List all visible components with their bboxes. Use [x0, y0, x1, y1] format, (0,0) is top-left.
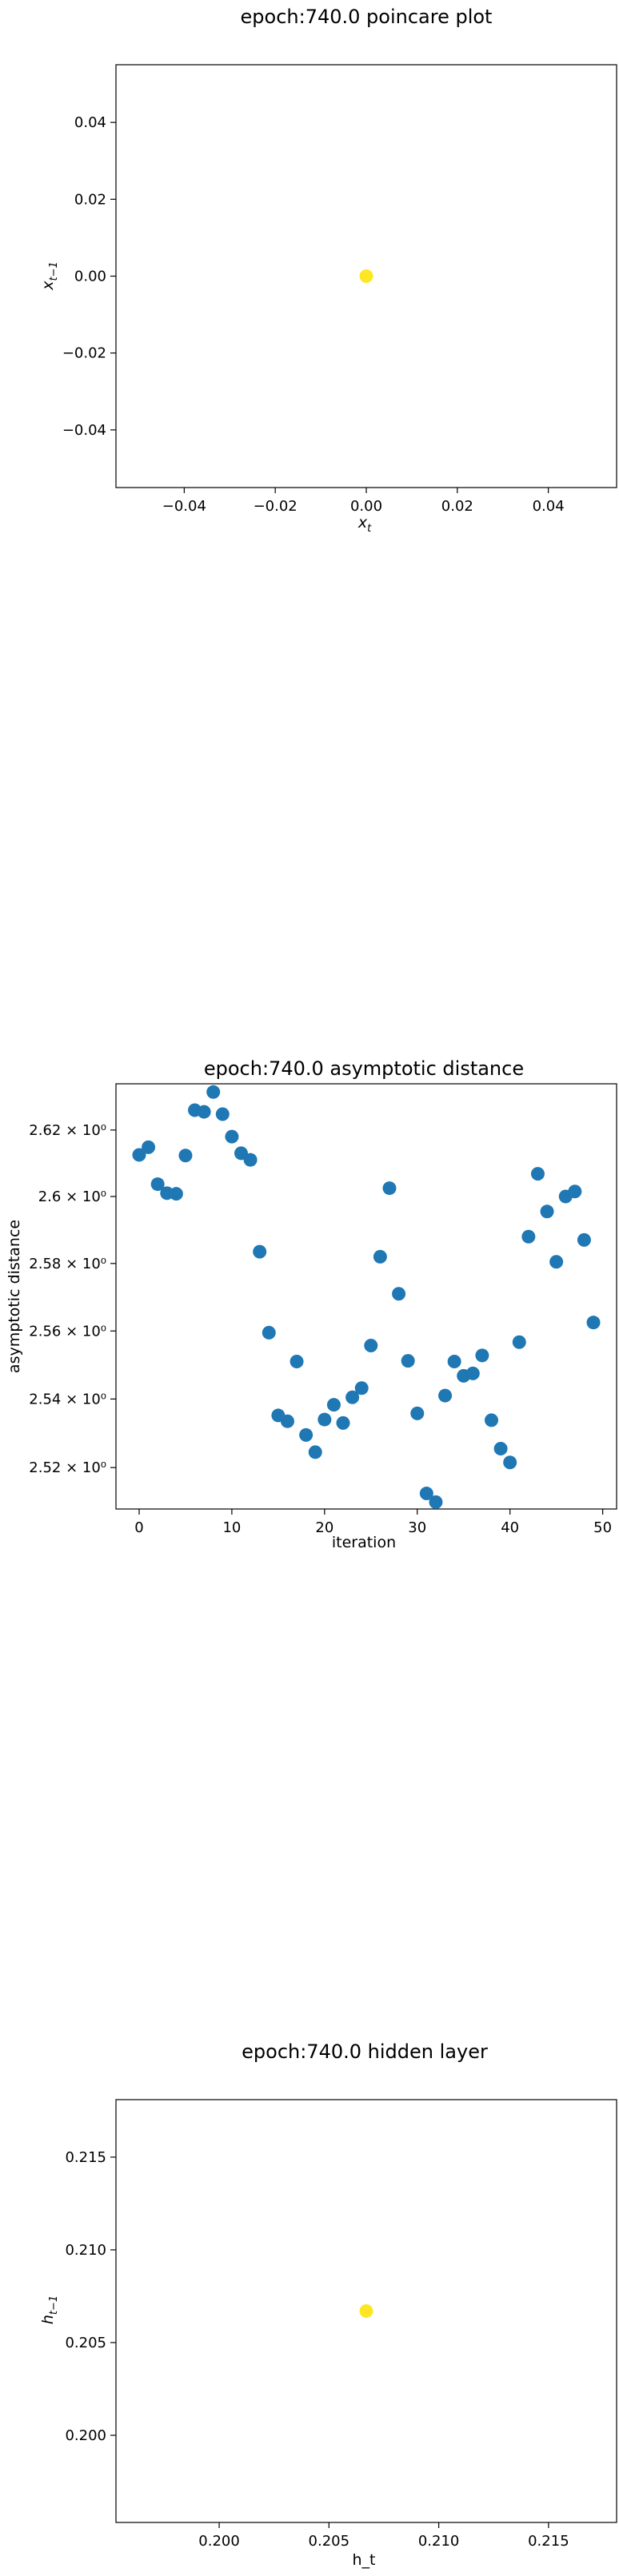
data-point	[262, 1325, 276, 1340]
data-point	[475, 1348, 489, 1363]
y-tick-label: 0.200	[65, 2427, 106, 2444]
y-tick-label: −0.04	[62, 422, 106, 439]
data-point	[197, 1105, 211, 1119]
data-point	[317, 1412, 332, 1427]
data-point	[359, 2304, 373, 2318]
data-point	[392, 1287, 406, 1301]
y-tick-label: −0.02	[62, 345, 106, 362]
x-tick-label: −0.02	[254, 498, 298, 515]
x-tick-label: 20	[315, 1519, 333, 1536]
x-tick-label: 50	[593, 1519, 612, 1536]
data-point	[485, 1413, 498, 1427]
data-point	[512, 1335, 526, 1349]
chart-title: epoch:740.0 asymptotic distance	[204, 1057, 524, 1080]
y-axis-label: ht−1	[39, 2295, 60, 2324]
y-tick-label: 2.6 × 10⁰	[38, 1188, 106, 1205]
x-axis-label: xt	[357, 514, 372, 535]
data-point	[354, 1381, 369, 1395]
x-axis-ticks: −0.04 −0.02 0.00 0.02 0.04	[162, 488, 565, 515]
x-tick-label: 30	[408, 1519, 426, 1536]
data-point	[359, 269, 373, 283]
data-point	[493, 1442, 508, 1456]
x-tick-label: 40	[501, 1519, 519, 1536]
x-tick-label: 0	[134, 1519, 143, 1536]
data-points	[359, 269, 373, 283]
y-tick-label: 0.215	[65, 2149, 106, 2166]
data-point	[253, 1244, 267, 1259]
data-point	[438, 1388, 453, 1403]
data-point	[429, 1495, 443, 1509]
data-point	[465, 1366, 480, 1380]
data-points	[359, 2304, 373, 2318]
x-tick-label: 0.04	[533, 498, 565, 515]
data-point	[382, 1181, 397, 1196]
y-tick-label: 0.02	[74, 191, 106, 208]
x-tick-label: 0.00	[350, 498, 382, 515]
x-tick-label: 0.215	[528, 2533, 569, 2550]
y-tick-label: 2.52 × 10⁰	[29, 1459, 106, 1476]
data-point	[577, 1232, 591, 1247]
data-point	[540, 1204, 554, 1219]
data-point	[586, 1316, 601, 1330]
data-point	[521, 1229, 536, 1244]
data-point	[225, 1129, 239, 1144]
data-point	[336, 1415, 350, 1430]
data-point	[419, 1487, 433, 1501]
data-point	[530, 1167, 545, 1181]
data-point	[401, 1354, 415, 1368]
y-axis-ticks: 2.62 × 10⁰ 2.6 × 10⁰ 2.58 × 10⁰ 2.56 × 10⁰ 2…	[29, 1122, 116, 1476]
data-point	[132, 1148, 146, 1162]
data-points	[132, 1085, 601, 1509]
hidden-layer-chart: epoch:740.0 hidden layer 0.200 0.205 0.210…	[39, 2040, 617, 2569]
data-point	[150, 1177, 165, 1192]
data-point	[326, 1398, 341, 1412]
data-point	[243, 1153, 258, 1167]
plot-frame	[115, 2099, 617, 2523]
chart-title: epoch:740.0 hidden layer	[242, 2040, 488, 2063]
data-point	[142, 1140, 156, 1154]
y-axis-ticks: 0.04 0.02 0.00 −0.02 −0.04	[62, 114, 116, 439]
x-tick-label: 0.02	[441, 498, 473, 515]
plot-frame	[115, 1083, 617, 1510]
data-point	[447, 1354, 461, 1368]
data-point	[215, 1107, 230, 1121]
y-tick-label: 2.56 × 10⁰	[29, 1323, 106, 1340]
data-point	[549, 1255, 564, 1269]
x-axis-label: h_t	[353, 2551, 376, 2569]
x-tick-label: 0.205	[309, 2533, 350, 2550]
y-tick-label: 0.04	[74, 114, 106, 131]
x-axis-label: iteration	[332, 1534, 396, 1551]
data-point	[299, 1427, 313, 1442]
y-axis-label: asymptotic distance	[6, 1220, 23, 1373]
y-axis-ticks: 0.215 0.210 0.205 0.200	[65, 2149, 116, 2444]
data-point	[308, 1445, 322, 1459]
x-tick-label: −0.04	[162, 498, 206, 515]
x-tick-label: 0.210	[418, 2533, 460, 2550]
data-point	[178, 1149, 193, 1163]
y-tick-label: 2.54 × 10⁰	[29, 1391, 106, 1407]
y-tick-label: 2.58 × 10⁰	[29, 1256, 106, 1272]
data-point	[503, 1455, 517, 1470]
x-tick-label: 0.200	[198, 2533, 240, 2550]
data-point	[280, 1414, 294, 1428]
x-tick-label: 10	[222, 1519, 241, 1536]
y-tick-label: 0.00	[74, 269, 106, 285]
y-tick-label: 2.62 × 10⁰	[29, 1122, 106, 1139]
x-axis-ticks: 0 10 20 30 40 50	[134, 1509, 612, 1536]
y-tick-label: 0.210	[65, 2242, 106, 2259]
chart-title: epoch:740.0 poincare plot	[241, 6, 493, 28]
y-axis-label: xt−1	[39, 261, 60, 291]
y-tick-label: 0.205	[65, 2335, 106, 2351]
x-axis-ticks: 0.200 0.205 0.210 0.215	[198, 2522, 569, 2550]
data-point	[568, 1184, 582, 1199]
data-point	[373, 1249, 387, 1264]
data-point	[206, 1085, 221, 1099]
asymptotic-distance-chart: epoch:740.0 asymptotic distance 0 10 20 30 4…	[6, 1057, 617, 1551]
data-point	[169, 1187, 183, 1201]
data-point	[410, 1406, 425, 1420]
poincare-plot-chart: epoch:740.0 poincare plot −0.04 −0.02 0.00…	[39, 6, 617, 535]
data-point	[345, 1390, 360, 1404]
data-point	[290, 1354, 304, 1368]
data-point	[364, 1339, 378, 1353]
